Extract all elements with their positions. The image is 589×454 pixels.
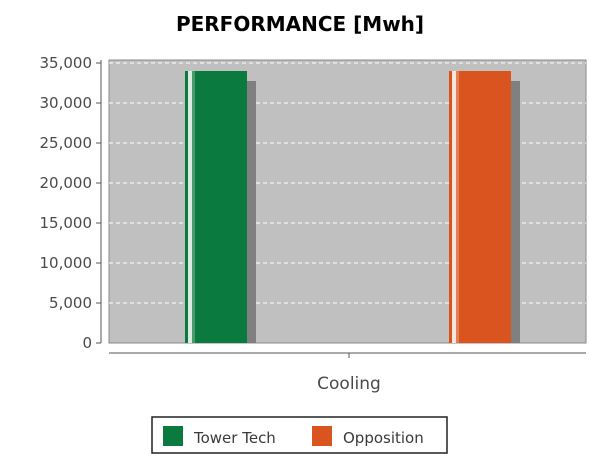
bar-tower-tech bbox=[185, 71, 256, 343]
y-tick-label: 5,000 bbox=[49, 294, 92, 312]
y-tick-label: 30,000 bbox=[40, 94, 93, 112]
y-tick-label: 35,000 bbox=[40, 54, 93, 72]
legend-label: Opposition bbox=[343, 429, 424, 447]
y-tick-label: 15,000 bbox=[40, 214, 93, 232]
bar-opposition bbox=[449, 71, 520, 343]
legend-swatch bbox=[163, 426, 183, 446]
x-category-label: Cooling bbox=[317, 374, 381, 394]
chart-title: PERFORMANCE [Mwh] bbox=[176, 12, 424, 36]
bar-highlight-soft bbox=[456, 71, 459, 343]
bar-highlight-soft bbox=[192, 71, 195, 343]
y-axis: 0 5,000 10,000 15,000 20,000 25,000 30,000 35,0… bbox=[40, 54, 102, 352]
bar-highlight bbox=[188, 71, 192, 343]
x-axis: Cooling bbox=[109, 353, 586, 394]
y-tick-label: 25,000 bbox=[40, 134, 93, 152]
y-tick-label: 10,000 bbox=[40, 254, 93, 272]
legend-swatch bbox=[312, 426, 332, 446]
y-tick-label: 20,000 bbox=[40, 174, 93, 192]
legend: Tower Tech Opposition bbox=[152, 417, 447, 453]
y-tick-label: 0 bbox=[82, 334, 92, 352]
legend-label: Tower Tech bbox=[193, 429, 276, 447]
bar-highlight bbox=[452, 71, 456, 343]
